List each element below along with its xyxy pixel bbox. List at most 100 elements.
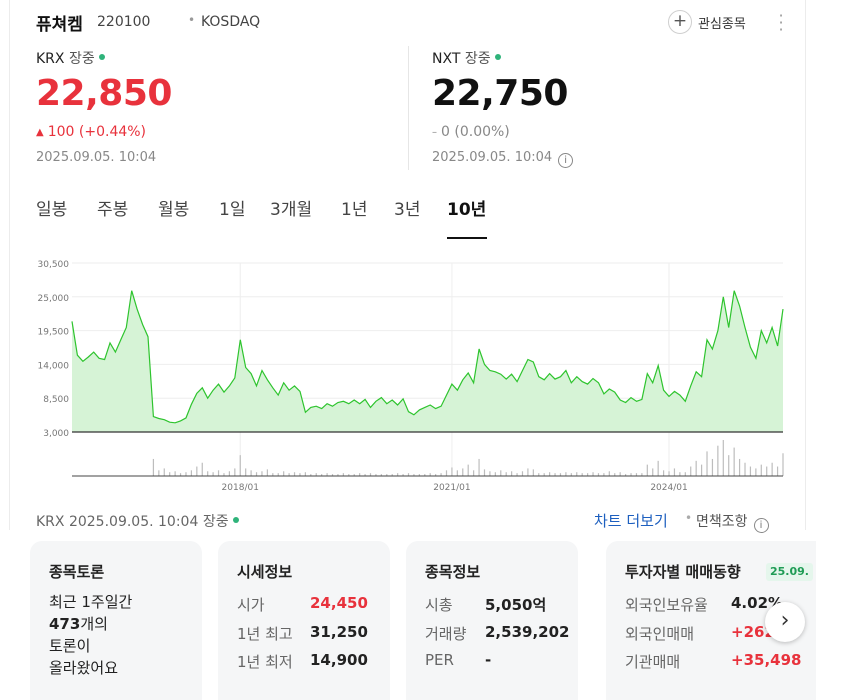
volume-bar (212, 472, 214, 476)
volume-bar (467, 464, 469, 476)
stock-code: 220100 (97, 14, 151, 30)
nxt-market-label: NXT 장중 (432, 48, 501, 68)
card-investor-title: 투자자별 매매동향 (625, 563, 741, 581)
card-investor-trend[interactable]: 투자자별 매매동향 25.09. 외국인보유율 4.02% 외국인매매 +262… (606, 541, 816, 700)
volume-bar (538, 473, 540, 476)
y-tick-label: 8,500 (43, 395, 69, 405)
card-stock-info[interactable]: 종목정보 시총 5,050억 거래량 2,539,202 PER - (406, 541, 578, 700)
volume-bar (337, 474, 339, 476)
volume-bar (733, 447, 735, 476)
next-card-button[interactable]: › (765, 602, 805, 642)
y-tick-label: 14,000 (38, 361, 70, 371)
volume-bar (760, 464, 762, 476)
volume-bar (700, 464, 703, 476)
tab-3month[interactable]: 3개월 (270, 200, 313, 220)
tab-1year[interactable]: 1년 (341, 200, 368, 220)
foreign-net-label: 외국인매매 (625, 625, 695, 643)
volume-bar (402, 474, 404, 476)
volume-bar (239, 455, 241, 476)
panel-right-border (805, 0, 806, 530)
card-market-info[interactable]: 시세정보 시가 24,450 1년 최고 31,250 1년 최저 14,900 (218, 541, 390, 700)
volume-bar (543, 473, 545, 476)
discussion-line4: 올라왔어요 (49, 659, 119, 677)
add-watchlist-button[interactable]: + 관심종목 (668, 10, 763, 34)
volume-bar (451, 467, 453, 476)
tab-10year[interactable]: 10년 (447, 200, 487, 220)
institution-net-label: 기관매매 (625, 653, 681, 671)
trend-date-badge: 25.09. (766, 563, 813, 581)
volume-bar (386, 474, 388, 476)
volume-bar (369, 473, 372, 476)
nxt-change-amount: 0 (441, 124, 450, 140)
volume-bar (565, 472, 567, 476)
volume-value: 2,539,202 (485, 623, 570, 641)
krx-timestamp: 2025.09.05. 10:04 (36, 150, 157, 165)
volume-bar (711, 458, 714, 476)
volume-bar (342, 473, 344, 476)
open-price-label: 시가 (237, 596, 265, 614)
discussion-line2: 473개의 (49, 613, 132, 635)
nxt-price-panel: NXT 장중 22,750 –0 (0.00%) 2025.09.05. 10:… (432, 48, 732, 173)
volume-bar (744, 462, 746, 476)
disclaimer-label: 면책조항 (696, 514, 748, 530)
discussion-count: 473 (49, 615, 81, 633)
card-discussion[interactable]: 종목토론 최근 1주일간 473개의 토론이 올라왔어요 (30, 541, 202, 700)
year-high-label: 1년 최고 (237, 625, 293, 643)
tab-weekly[interactable]: 주봉 (97, 200, 129, 220)
nxt-current-price: 22,750 (432, 73, 568, 114)
chevron-right-icon: › (780, 608, 790, 633)
volume-bar (587, 473, 589, 476)
discussion-line3: 토론이 (49, 637, 91, 655)
volume-bar (266, 469, 268, 476)
volume-bar (738, 458, 741, 476)
volume-bar (673, 468, 676, 476)
volume-bar (549, 472, 551, 476)
volume-bar (429, 473, 431, 476)
stock-name[interactable]: 퓨쳐켐 (36, 15, 83, 35)
tab-3year[interactable]: 3년 (394, 200, 421, 220)
krx-change: ▲ 100 (+0.44%) (36, 124, 146, 140)
y-tick-label: 3,000 (43, 429, 69, 439)
volume-bar (445, 470, 448, 476)
volume-bar (375, 474, 377, 476)
year-high-value: 31,250 (310, 623, 368, 641)
open-price-value: 24,450 (310, 594, 368, 612)
more-charts-link[interactable]: 차트 더보기 (594, 512, 668, 530)
volume-bar (592, 472, 594, 476)
volume-bar (657, 460, 659, 476)
volume-bar (608, 471, 610, 476)
disclaimer-link[interactable]: 면책조항 i (696, 511, 769, 533)
tab-daily[interactable]: 일봉 (36, 200, 68, 220)
volume-bar (749, 466, 752, 476)
volume-bar (321, 474, 323, 476)
volume-bar (207, 471, 209, 476)
footer-timestamp: KRX 2025.09.05. 10:04 장중 (36, 511, 239, 531)
tab-monthly[interactable]: 월봉 (158, 200, 190, 220)
y-tick-label: 30,500 (38, 260, 70, 270)
volume-bar (505, 472, 507, 476)
volume-bar (418, 474, 420, 476)
volume-bar (255, 472, 258, 476)
volume-bar (158, 470, 160, 476)
tab-1day[interactable]: 1일 (219, 200, 246, 220)
x-tick-label: 2018/01 (222, 483, 259, 493)
volume-bar (223, 473, 225, 476)
volume-bar (559, 473, 562, 476)
x-tick-label: 2021/01 (433, 483, 470, 493)
footer-time: 2025.09.05. 10:04 (68, 514, 199, 530)
volume-bar (521, 471, 524, 476)
year-low-value: 14,900 (310, 651, 368, 669)
price-chart[interactable]: 30,500 25,000 19,500 14,000 8,500 3,000 2018/0… (0, 250, 852, 500)
volume-bar (228, 471, 230, 476)
more-vertical-icon[interactable]: · · · (778, 6, 784, 39)
krx-current-price: 22,850 (36, 73, 172, 114)
nxt-exchange: NXT (432, 51, 461, 67)
info-icon[interactable]: i (558, 153, 574, 168)
volume-bar (261, 471, 263, 476)
volume-bar (684, 472, 686, 476)
flat-dash-icon: – (432, 127, 437, 138)
krx-change-amount: 100 (47, 124, 75, 140)
volume-bar (554, 473, 556, 476)
krx-status: 장중 (68, 51, 95, 67)
volume-bar (413, 474, 415, 476)
